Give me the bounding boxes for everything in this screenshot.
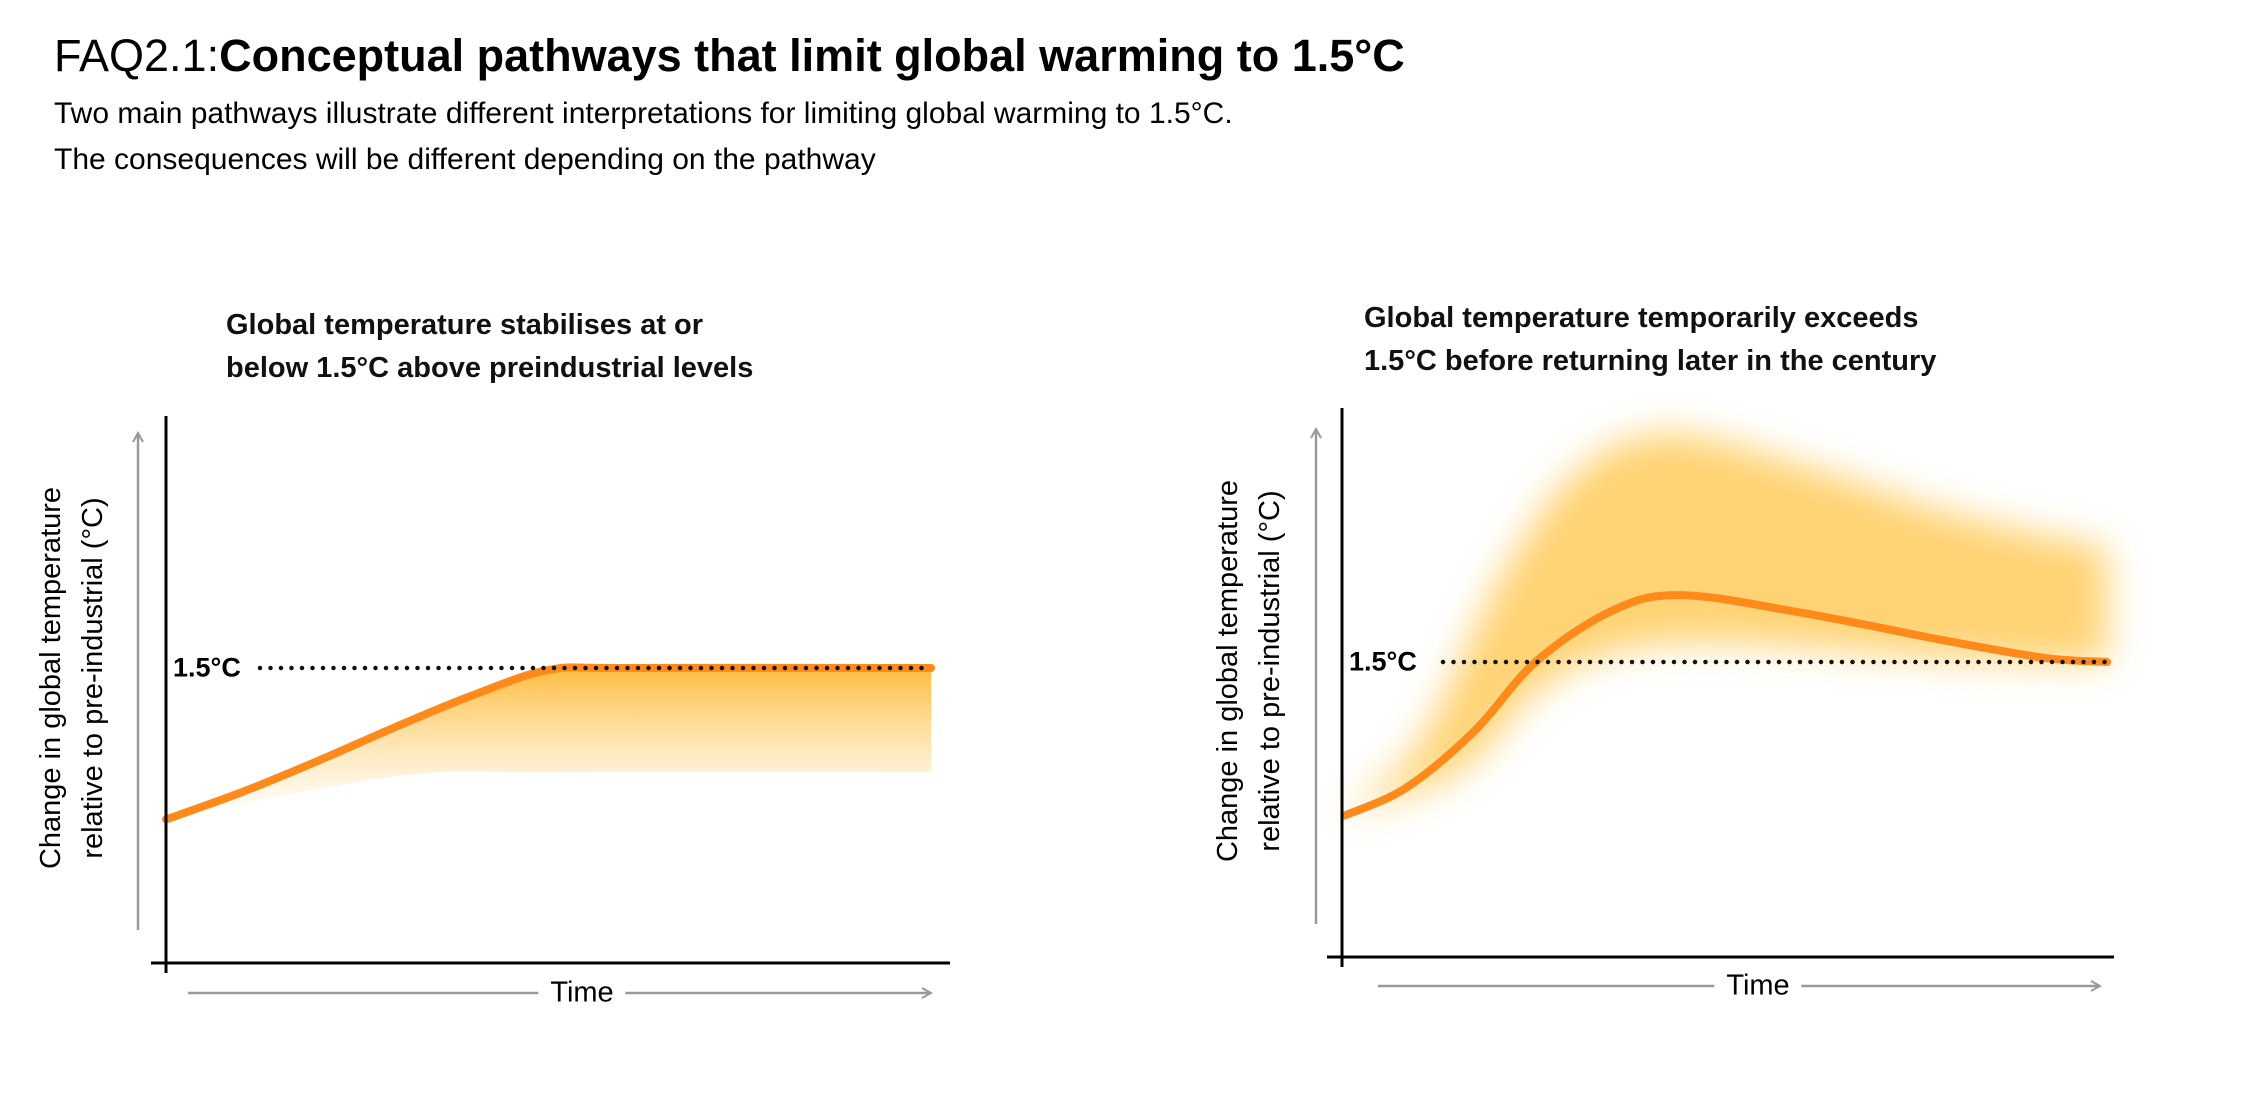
panel-right-threshold-label: 1.5°C (1349, 646, 1417, 677)
panel-right-title-line-1: Global temperature temporarily exceeds (1364, 302, 1919, 334)
panel-left-title-line-2: below 1.5°C above preindustrial levels (226, 352, 754, 384)
panel-left-x-axis-label: Time (538, 976, 626, 1010)
page-title: FAQ2.1:Conceptual pathways that limit gl… (54, 30, 1405, 82)
panel-right-x-axis-label: Time (1714, 969, 1802, 1003)
uncertainty-band (166, 667, 931, 820)
temperature-pathway-line (162, 663, 935, 824)
panel-left-threshold-label: 1.5°C (173, 652, 241, 683)
subtitle-line-2: The consequences will be different depen… (54, 143, 876, 176)
panel-right-title: Global temperature temporarily exceeds 1… (1364, 297, 1936, 383)
faq-title: Conceptual pathways that limit global wa… (219, 30, 1405, 81)
panel-left-title: Global temperature stabilises at or belo… (226, 304, 753, 390)
panel-right-title-line-2: 1.5°C before returning later in the cent… (1364, 345, 1937, 377)
panel-left-title-line-1: Global temperature stabilises at or (226, 309, 704, 341)
faq-prefix: FAQ2.1: (54, 30, 220, 81)
subtitle-line-1: Two main pathways illustrate different i… (54, 97, 1233, 130)
temperature-pathway-line (1341, 591, 2111, 820)
uncertainty-band (1345, 433, 2107, 816)
